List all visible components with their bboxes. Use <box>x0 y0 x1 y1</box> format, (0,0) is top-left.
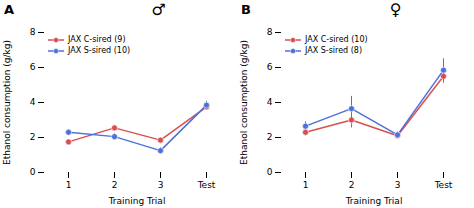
svg-text:2: 2 <box>112 180 118 190</box>
svg-text:3: 3 <box>158 180 164 190</box>
svg-text:3: 3 <box>395 180 401 190</box>
html-text:JAX S-sired (8): JAX S-sired (8) <box>305 46 363 55</box>
svg-text:2: 2 <box>349 180 355 190</box>
svg-text:8: 8 <box>267 27 273 37</box>
svg-text:Test: Test <box>434 180 453 190</box>
svg-text:8: 8 <box>30 27 36 37</box>
svg-text:2: 2 <box>30 132 36 142</box>
svg-text:Training Trial: Training Trial <box>108 196 166 206</box>
html-text:JAX C-sired (10): JAX C-sired (10) <box>305 35 368 44</box>
svg-text:Training Trial: Training Trial <box>345 196 403 206</box>
svg-text:Ethanol consumption (g/kg): Ethanol consumption (g/kg) <box>2 40 12 165</box>
svg-text:1: 1 <box>303 180 309 190</box>
svg-text:0: 0 <box>267 167 273 177</box>
svg-text:2: 2 <box>267 132 273 142</box>
svg-text:Test: Test <box>197 180 216 190</box>
svg-text:1: 1 <box>66 180 72 190</box>
svg-text:6: 6 <box>30 62 36 72</box>
svg-text:6: 6 <box>267 62 273 72</box>
html-text:JAX C-sired (9): JAX C-sired (9) <box>68 35 126 44</box>
svg-text:0: 0 <box>30 167 36 177</box>
html-text:A: A <box>4 2 15 17</box>
svg-text:4: 4 <box>30 97 36 107</box>
svg-text:4: 4 <box>267 97 273 107</box>
html-text:JAX S-sired (10): JAX S-sired (10) <box>68 46 131 55</box>
html-text:B: B <box>241 2 251 17</box>
svg-text:Ethanol consumption (g/kg): Ethanol consumption (g/kg) <box>239 40 249 165</box>
